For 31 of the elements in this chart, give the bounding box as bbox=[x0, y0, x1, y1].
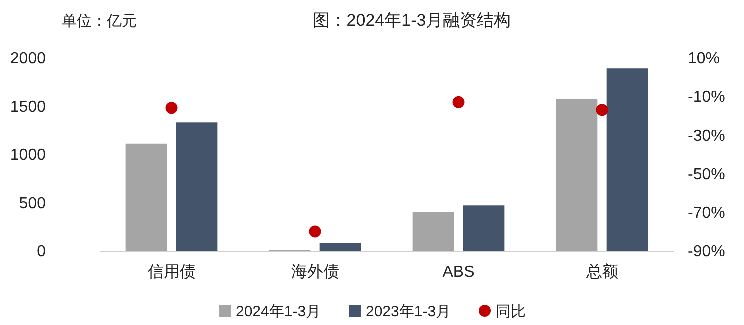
bar bbox=[412, 212, 454, 251]
x-tick-label: 海外债 bbox=[291, 264, 340, 281]
bar bbox=[176, 122, 218, 251]
x-tick-label: 总额 bbox=[585, 263, 618, 281]
legend-label: 2023年1-3月 bbox=[366, 303, 452, 320]
point bbox=[166, 102, 178, 114]
point bbox=[596, 104, 608, 116]
x-tick-label: 信用债 bbox=[148, 264, 196, 281]
y2-tick-label: -10% bbox=[688, 89, 726, 106]
bar bbox=[606, 68, 648, 251]
y-tick-label: 2000 bbox=[10, 50, 46, 68]
y-tick-label: 1000 bbox=[10, 147, 46, 164]
y2-tick-label: -70% bbox=[688, 205, 726, 222]
y2-tick-label: -30% bbox=[688, 128, 726, 145]
text: 单位：亿元 bbox=[62, 13, 137, 30]
y-tick-label: 0 bbox=[37, 244, 46, 261]
legend-label: 同比 bbox=[496, 303, 526, 320]
y2-tick-label: -50% bbox=[688, 166, 726, 184]
y2-tick-label: -90% bbox=[688, 244, 726, 261]
y2-tick-label: 10% bbox=[688, 50, 720, 68]
bar bbox=[320, 243, 362, 251]
bar bbox=[126, 144, 168, 251]
x-tick-label: ABS bbox=[442, 264, 475, 281]
chart-title: 图：2024年1-3月融资结构 bbox=[312, 11, 512, 30]
point bbox=[452, 96, 465, 108]
legend-label: 2024年1-3月 bbox=[236, 303, 322, 320]
y-tick-label: 500 bbox=[19, 195, 46, 212]
bar bbox=[463, 206, 505, 251]
y-tick-label: 1500 bbox=[10, 98, 46, 116]
bar bbox=[556, 99, 598, 251]
point bbox=[309, 226, 322, 238]
